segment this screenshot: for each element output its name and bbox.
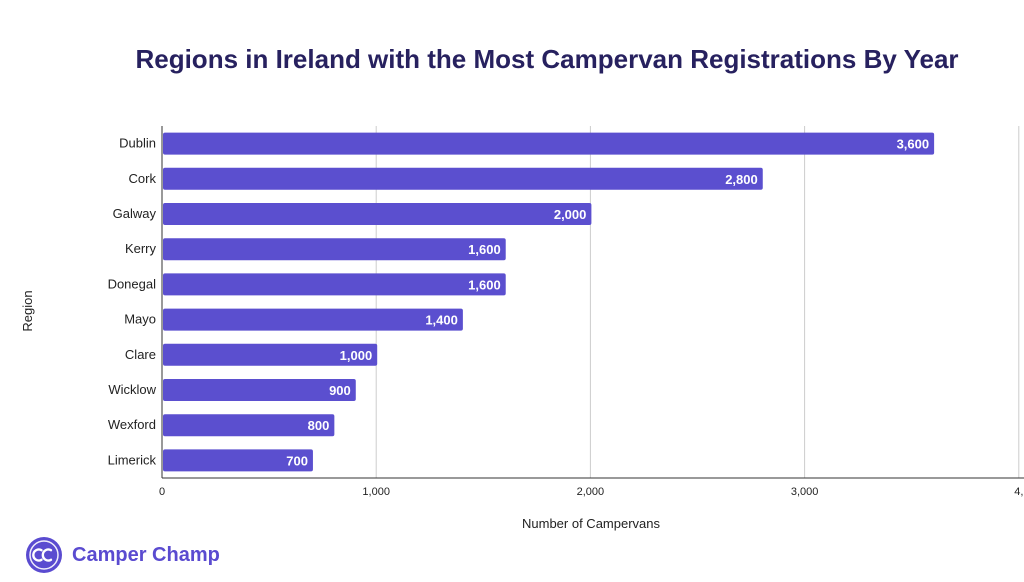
data-label: 1,400 [425,313,458,328]
y-axis-title: Region [20,290,35,331]
category-label: Donegal [108,276,157,291]
x-axis-title: Number of Campervans [522,516,660,531]
category-label: Clare [125,347,156,362]
x-tick-label: 1,000 [362,486,390,498]
category-label: Galway [113,206,157,221]
brand: Camper Champ [26,536,220,574]
chart-title: Regions in Ireland with the Most Camperv… [135,44,959,74]
brand-name: Camper Champ [72,543,220,566]
category-label: Cork [129,171,157,186]
category-label: Limerick [108,452,157,467]
x-tick-label: 2,000 [577,486,605,498]
category-label: Mayo [124,312,156,327]
data-label: 1,600 [468,277,501,292]
bar [163,308,463,331]
x-tick-label: 0 [159,486,165,498]
data-label: 1,000 [340,348,373,363]
data-label: 900 [329,383,351,398]
bar [163,449,313,472]
data-label: 2,000 [554,207,587,222]
bar [163,414,335,437]
data-label: 1,600 [468,242,501,257]
category-label: Wexford [108,417,156,432]
cc-circle-logo-icon [26,537,62,573]
data-label: 3,600 [897,137,930,152]
bar [163,273,506,296]
bar [163,379,356,401]
bar [163,167,763,190]
bar [163,203,592,225]
bar [163,343,378,366]
x-tick-label: 3,000 [791,486,819,498]
data-label: 800 [308,418,330,433]
category-label: Kerry [125,241,157,256]
data-label: 700 [286,453,308,468]
bar [163,238,506,261]
data-label: 2,800 [725,172,758,187]
bar [163,132,935,155]
category-label: Wicklow [108,382,156,397]
category-label: Dublin [119,136,156,151]
x-tick-label: 4, [1014,486,1023,498]
